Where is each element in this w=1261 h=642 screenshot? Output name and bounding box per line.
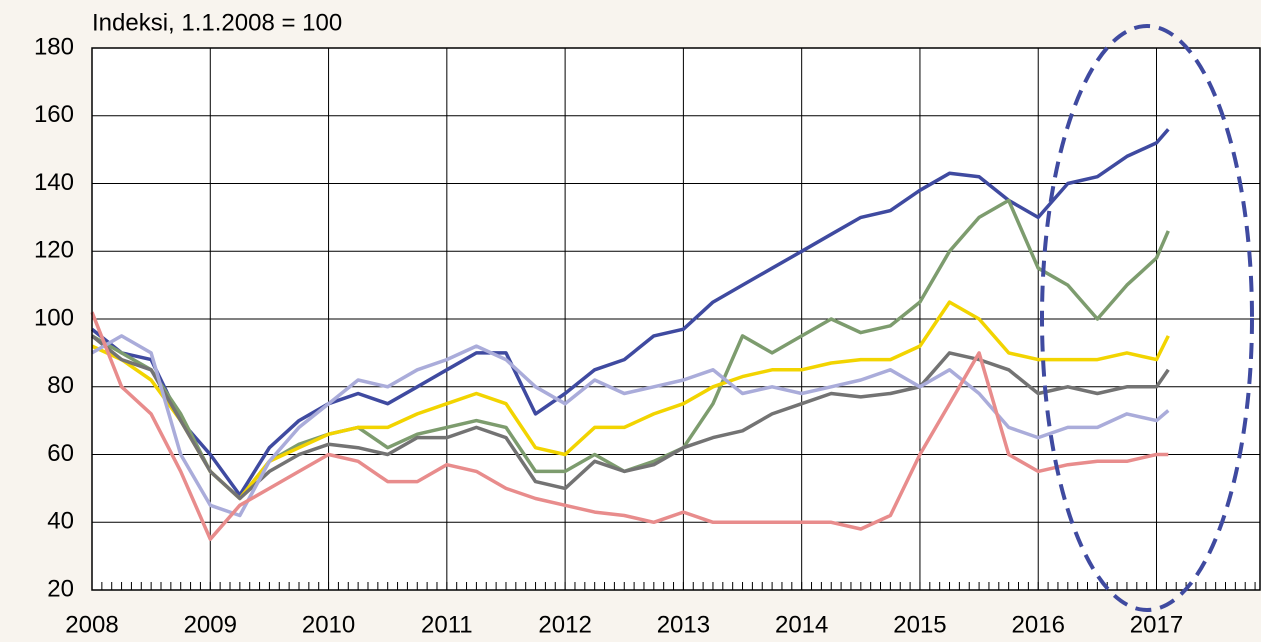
x-tick-label: 2015 bbox=[893, 611, 946, 638]
y-tick-label: 180 bbox=[34, 33, 74, 60]
y-tick-label: 120 bbox=[34, 237, 74, 264]
y-tick-label: 140 bbox=[34, 169, 74, 196]
y-axis-label: Indeksi, 1.1.2008 = 100 bbox=[92, 9, 342, 36]
y-tick-label: 160 bbox=[34, 101, 74, 128]
x-tick-label: 2010 bbox=[302, 611, 355, 638]
data-line bbox=[91, 334, 1170, 518]
x-tick-label: 2017 bbox=[1130, 611, 1183, 638]
highlight-ellipse bbox=[1040, 24, 1254, 612]
x-tick-label: 2013 bbox=[657, 611, 710, 638]
x-tick-label: 2014 bbox=[775, 611, 828, 638]
data-line bbox=[90, 311, 1169, 541]
grid bbox=[91, 47, 1260, 591]
y-tick-label: 40 bbox=[47, 508, 74, 535]
plot-frame bbox=[91, 47, 1261, 591]
y-tick-label: 80 bbox=[47, 372, 74, 399]
x-tick-label: 2011 bbox=[421, 611, 473, 638]
data-line bbox=[91, 300, 1170, 501]
x-tick-label: 2008 bbox=[65, 611, 118, 638]
data-line bbox=[90, 334, 1170, 501]
y-tick-label: 100 bbox=[34, 304, 74, 331]
x-tick-label: 2012 bbox=[538, 611, 591, 638]
y-tick-label: 20 bbox=[47, 575, 74, 602]
x-tick-label: 2009 bbox=[184, 611, 237, 638]
y-tick-label: 60 bbox=[47, 440, 74, 467]
data-line bbox=[90, 128, 1170, 497]
lines bbox=[90, 128, 1170, 541]
x-tick-label: 2016 bbox=[1012, 611, 1065, 638]
